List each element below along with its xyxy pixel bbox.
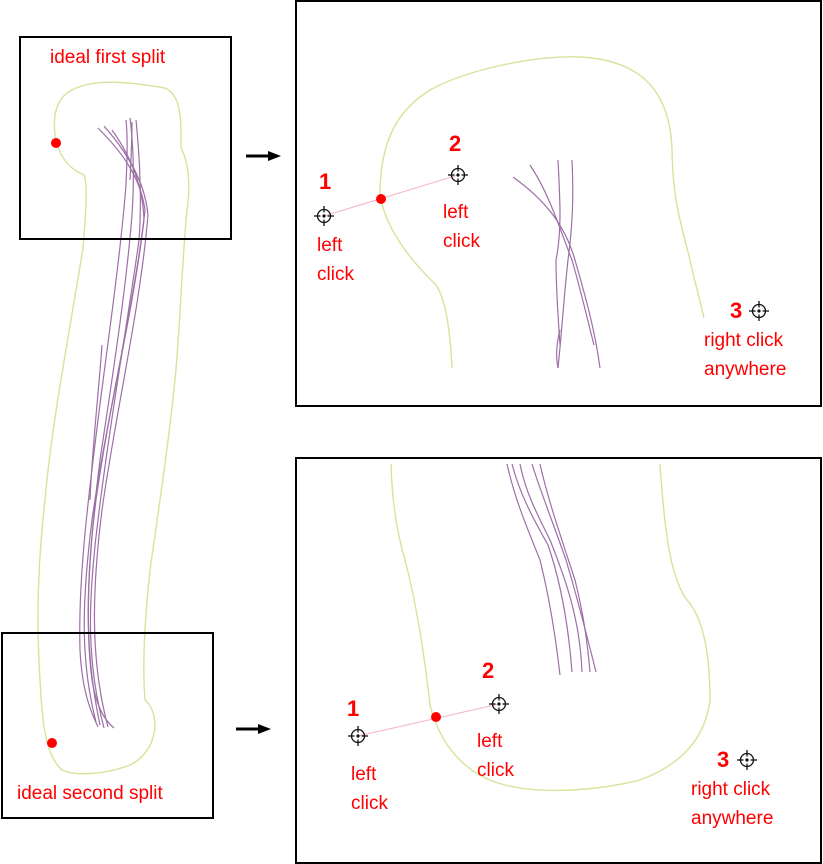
step-1-action-line1: left (351, 760, 388, 789)
step-3-action-line2: anywhere (704, 355, 786, 384)
second-split-label: ideal second split (17, 779, 163, 808)
right-arrow-icon (236, 724, 271, 734)
step-2-action-line1: left (477, 727, 514, 756)
step-3-action-line1: right click (704, 326, 786, 355)
step-2-action: left click (443, 198, 480, 256)
step-3-action: right click anywhere (691, 775, 773, 833)
step-1-action-line2: click (317, 260, 354, 289)
crosshair-icon (749, 301, 769, 321)
crosshair-icon (348, 726, 368, 746)
crosshair-icon (737, 750, 757, 770)
step-1-number: 1 (347, 697, 359, 721)
step-2-number: 2 (449, 132, 461, 156)
region-outline-zoomed (391, 464, 710, 790)
split-point-marker (431, 712, 441, 722)
step-1-number: 1 (319, 170, 331, 194)
step-3-number: 3 (717, 748, 729, 772)
step-2-action-line1: left (443, 198, 480, 227)
split-point-marker (47, 738, 57, 748)
fiber-tracts (80, 118, 148, 728)
crosshair-icon (314, 206, 334, 226)
step-3-number: 3 (730, 299, 742, 323)
step-2-action-line2: click (443, 227, 480, 256)
step-1-action: left click (317, 231, 354, 289)
crosshair-icon (448, 165, 468, 185)
top-zoom-content (314, 57, 769, 368)
crosshair-icon (489, 694, 509, 714)
step-3-action: right click anywhere (704, 326, 786, 384)
region-outline-zoomed (380, 57, 704, 368)
split-point-marker (376, 194, 386, 204)
first-split-label: ideal first split (50, 43, 165, 72)
step-2-action: left click (477, 727, 514, 785)
bottom-zoom-content (348, 464, 757, 790)
step-3-action-line2: anywhere (691, 804, 773, 833)
split-point-marker (51, 138, 61, 148)
step-1-action-line2: click (351, 789, 388, 818)
step-1-action-line1: left (317, 231, 354, 260)
step-2-number: 2 (482, 659, 494, 683)
step-3-action-line1: right click (691, 775, 773, 804)
region-outline (38, 82, 189, 773)
step-2-action-line2: click (477, 756, 514, 785)
right-arrow-icon (246, 151, 281, 161)
step-1-action: left click (351, 760, 388, 818)
